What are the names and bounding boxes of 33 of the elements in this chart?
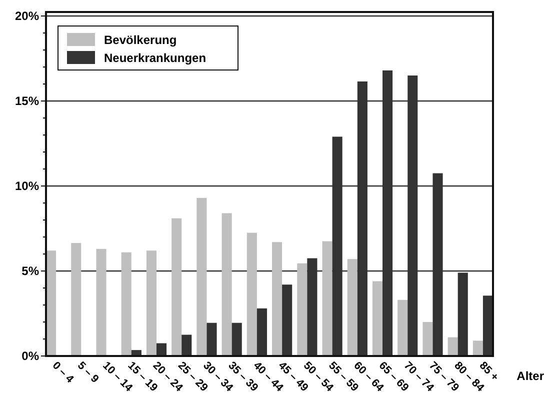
- bar: [448, 337, 458, 356]
- bar: [146, 250, 156, 356]
- bar: [246, 232, 257, 356]
- bar: [172, 218, 182, 356]
- bar: [196, 198, 207, 356]
- bar: [71, 242, 82, 356]
- bar: [347, 259, 358, 356]
- bar: [156, 343, 167, 356]
- x-tick-label: 5 – 9: [75, 360, 101, 386]
- bar: [372, 281, 383, 356]
- bar: [297, 263, 308, 356]
- bar: [182, 334, 192, 356]
- bar: [398, 300, 408, 356]
- bar: [322, 241, 332, 356]
- y-tick-label: 0%: [22, 349, 40, 364]
- legend-label: Neuerkrankungen: [104, 51, 206, 66]
- bar: [256, 308, 267, 356]
- bar: [232, 322, 242, 356]
- x-tick-label: 0 – 4: [50, 360, 76, 386]
- bar: [121, 252, 132, 356]
- y-tick-label: 5%: [22, 264, 40, 278]
- bar: [272, 242, 282, 356]
- y-tick-label: 10%: [14, 179, 40, 194]
- legend-label: Bevölkerung: [104, 33, 177, 48]
- bar: [222, 213, 232, 356]
- bar: [422, 322, 433, 356]
- y-tick-label: 15%: [14, 94, 40, 108]
- y-tick-label: 20%: [14, 9, 40, 24]
- bar: [206, 322, 217, 356]
- x-axis-title: Alter: [516, 369, 544, 383]
- bar: [96, 248, 106, 356]
- bar: [282, 284, 292, 356]
- bar: [472, 340, 483, 356]
